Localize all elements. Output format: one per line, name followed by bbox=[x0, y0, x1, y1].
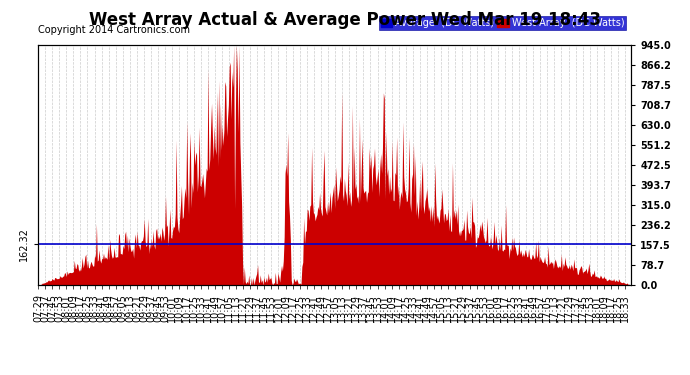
Text: Copyright 2014 Cartronics.com: Copyright 2014 Cartronics.com bbox=[38, 26, 190, 35]
Text: West Array Actual & Average Power Wed Mar 19 18:43: West Array Actual & Average Power Wed Ma… bbox=[89, 11, 601, 29]
Legend: Average  (DC Watts), West Array  (DC Watts): Average (DC Watts), West Array (DC Watts… bbox=[379, 16, 627, 30]
